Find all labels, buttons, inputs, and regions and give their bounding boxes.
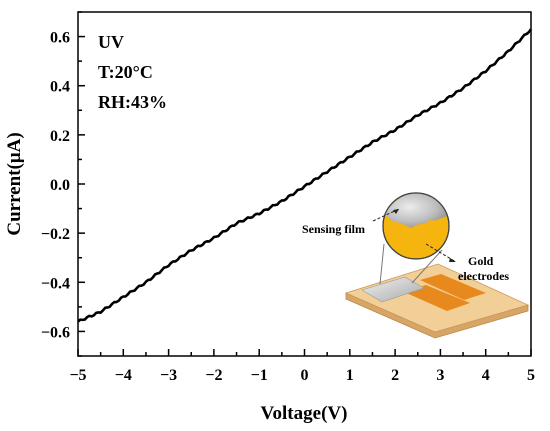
x-axis-title: Voltage(V) bbox=[261, 403, 348, 424]
x-tick-label: 5 bbox=[527, 367, 535, 384]
tick-labels: −5 −4 −3 −2 −1 0 1 2 3 4 5 −0.6 −0.4 −0.2 0.0 0.2 0.4 0.6 bbox=[41, 30, 535, 384]
label-sensing-film: Sensing film bbox=[302, 222, 365, 236]
y-tick-label: −0.4 bbox=[41, 275, 70, 292]
x-tick-label: −2 bbox=[205, 367, 222, 384]
leader-line-right bbox=[411, 249, 443, 284]
gold-arrowhead bbox=[449, 258, 456, 262]
y-tick-label: −0.6 bbox=[41, 324, 70, 341]
x-tick-label: 3 bbox=[436, 367, 444, 384]
series-line-current bbox=[77, 28, 533, 323]
label-electrodes: electrodes bbox=[458, 269, 509, 283]
x-tick-label: −5 bbox=[69, 367, 86, 384]
sensor-inset: Sensing film Gold electrodes bbox=[302, 192, 530, 339]
gold-arrow bbox=[425, 243, 457, 263]
annotation-humidity: RH:43% bbox=[98, 92, 167, 112]
label-gold: Gold bbox=[468, 254, 494, 268]
y-tick-label: −0.2 bbox=[41, 226, 70, 243]
sensing-film-arrowhead bbox=[393, 209, 399, 214]
x-tick-label: −4 bbox=[115, 367, 132, 384]
electrode-pad-2 bbox=[420, 274, 486, 300]
leader-line-left bbox=[379, 243, 385, 285]
annotation-uv: UV bbox=[98, 32, 124, 52]
x-tick-label: −3 bbox=[160, 367, 177, 384]
sensing-film-pad bbox=[361, 276, 425, 303]
magnified-view bbox=[382, 192, 450, 260]
annotation-temperature: T:20°C bbox=[98, 62, 153, 82]
y-axis-title: Current(μA) bbox=[4, 132, 25, 235]
y-tick-label: 0.2 bbox=[50, 128, 70, 145]
x-tick-label: 2 bbox=[391, 367, 399, 384]
x-tick-label: 0 bbox=[301, 367, 309, 384]
x-tick-label: −1 bbox=[251, 367, 268, 384]
y-tick-label: 0.4 bbox=[50, 79, 70, 96]
x-tick-label: 4 bbox=[482, 367, 490, 384]
x-tick-label: 1 bbox=[346, 367, 354, 384]
electrode-pad-1 bbox=[404, 285, 470, 311]
ticks bbox=[77, 11, 532, 357]
y-tick-label: 0.0 bbox=[50, 177, 70, 194]
y-tick-label: 0.6 bbox=[50, 30, 70, 47]
